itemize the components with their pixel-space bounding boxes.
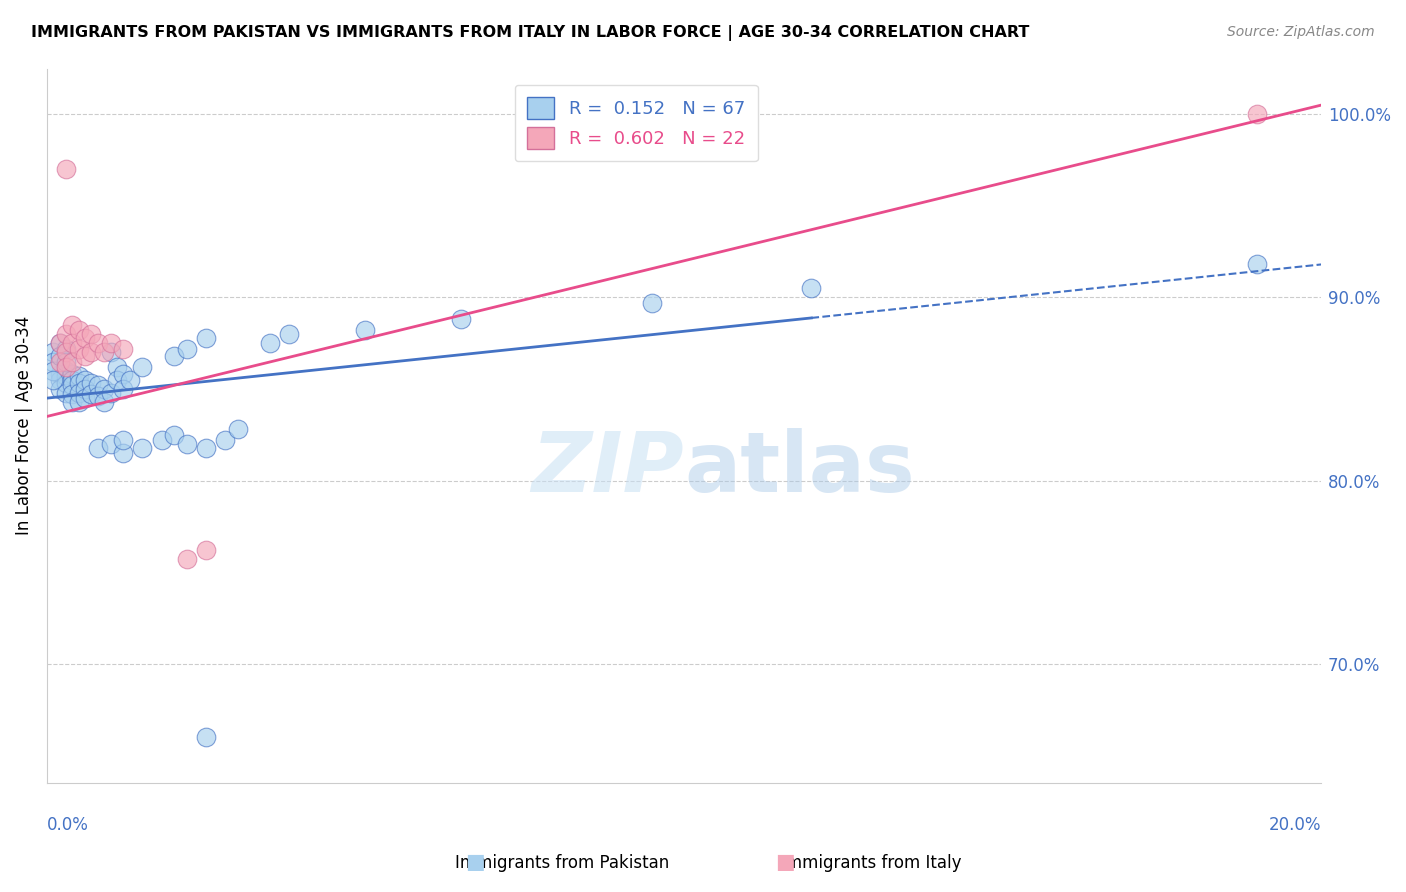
Point: [60, 373, 83, 387]
Point: [60, 336, 83, 351]
Point: [641, 296, 664, 310]
Point: [60, 378, 83, 392]
Y-axis label: In Labor Force | Age 30-34: In Labor Force | Age 30-34: [15, 316, 32, 535]
Text: IMMIGRANTS FROM PAKISTAN VS IMMIGRANTS FROM ITALY IN LABOR FORCE | AGE 30-34 COR: IMMIGRANTS FROM PAKISTAN VS IMMIGRANTS F…: [31, 25, 1029, 41]
Point: [80, 387, 103, 401]
Point: [93, 382, 115, 396]
Point: [67, 394, 90, 409]
Point: [112, 434, 135, 448]
Point: [55, 342, 77, 356]
Point: [60, 318, 83, 332]
Point: [75, 382, 97, 396]
Point: [75, 349, 97, 363]
Point: [60, 368, 83, 382]
Point: [112, 342, 135, 356]
Point: [112, 382, 135, 396]
Point: [55, 369, 77, 384]
Point: [48, 373, 70, 387]
Point: [1246, 257, 1268, 271]
Point: [195, 730, 218, 744]
Point: [100, 345, 122, 359]
Point: [42, 364, 65, 378]
Point: [55, 326, 77, 341]
Point: [87, 336, 110, 351]
Text: ■: ■: [775, 853, 794, 872]
Point: [195, 331, 218, 345]
Point: [80, 326, 103, 341]
Point: [100, 385, 122, 400]
Point: [48, 368, 70, 382]
Point: [48, 382, 70, 396]
Point: [93, 394, 115, 409]
Point: [60, 394, 83, 409]
Point: [67, 376, 90, 391]
Point: [100, 437, 122, 451]
Point: [42, 373, 65, 387]
Point: [354, 323, 377, 337]
Point: [112, 446, 135, 460]
Point: [163, 427, 186, 442]
Point: [55, 162, 77, 177]
Text: Immigrants from Italy: Immigrants from Italy: [782, 855, 962, 872]
Point: [278, 326, 301, 341]
Point: [131, 441, 153, 455]
Point: [80, 376, 103, 391]
Point: [226, 422, 249, 436]
Point: [1246, 107, 1268, 121]
Point: [67, 369, 90, 384]
Point: [42, 354, 65, 368]
Point: [55, 376, 77, 391]
Point: [60, 387, 83, 401]
Point: [55, 354, 77, 368]
Text: 20.0%: 20.0%: [1268, 815, 1322, 834]
Text: ZIP: ZIP: [531, 428, 683, 509]
Point: [48, 349, 70, 363]
Point: [67, 323, 90, 337]
Point: [131, 359, 153, 374]
Point: [87, 378, 110, 392]
Point: [60, 354, 83, 368]
Point: [67, 385, 90, 400]
Point: [259, 336, 281, 351]
Point: [75, 331, 97, 345]
Point: [163, 349, 186, 363]
Point: [195, 441, 218, 455]
Point: [150, 434, 173, 448]
Point: [176, 437, 198, 451]
Point: [55, 385, 77, 400]
Point: [118, 373, 141, 387]
Legend: R =  0.152   N = 67, R =  0.602   N = 22: R = 0.152 N = 67, R = 0.602 N = 22: [515, 85, 758, 161]
Point: [87, 389, 110, 403]
Point: [105, 373, 128, 387]
Point: [55, 345, 77, 359]
Text: 0.0%: 0.0%: [46, 815, 89, 834]
Point: [100, 336, 122, 351]
Text: ■: ■: [465, 853, 485, 872]
Point: [112, 368, 135, 382]
Point: [75, 373, 97, 387]
Point: [176, 342, 198, 356]
Point: [48, 336, 70, 351]
Point: [48, 354, 70, 368]
Point: [75, 391, 97, 405]
Point: [214, 434, 236, 448]
Text: Immigrants from Pakistan: Immigrants from Pakistan: [456, 855, 669, 872]
Text: atlas: atlas: [683, 428, 915, 509]
Point: [55, 364, 77, 378]
Point: [195, 543, 218, 558]
Point: [80, 345, 103, 359]
Text: Source: ZipAtlas.com: Source: ZipAtlas.com: [1227, 25, 1375, 39]
Point: [176, 552, 198, 566]
Point: [48, 336, 70, 351]
Point: [800, 281, 823, 295]
Point: [93, 345, 115, 359]
Point: [450, 312, 472, 326]
Point: [67, 342, 90, 356]
Point: [55, 359, 77, 374]
Point: [87, 441, 110, 455]
Point: [105, 359, 128, 374]
Point: [42, 345, 65, 359]
